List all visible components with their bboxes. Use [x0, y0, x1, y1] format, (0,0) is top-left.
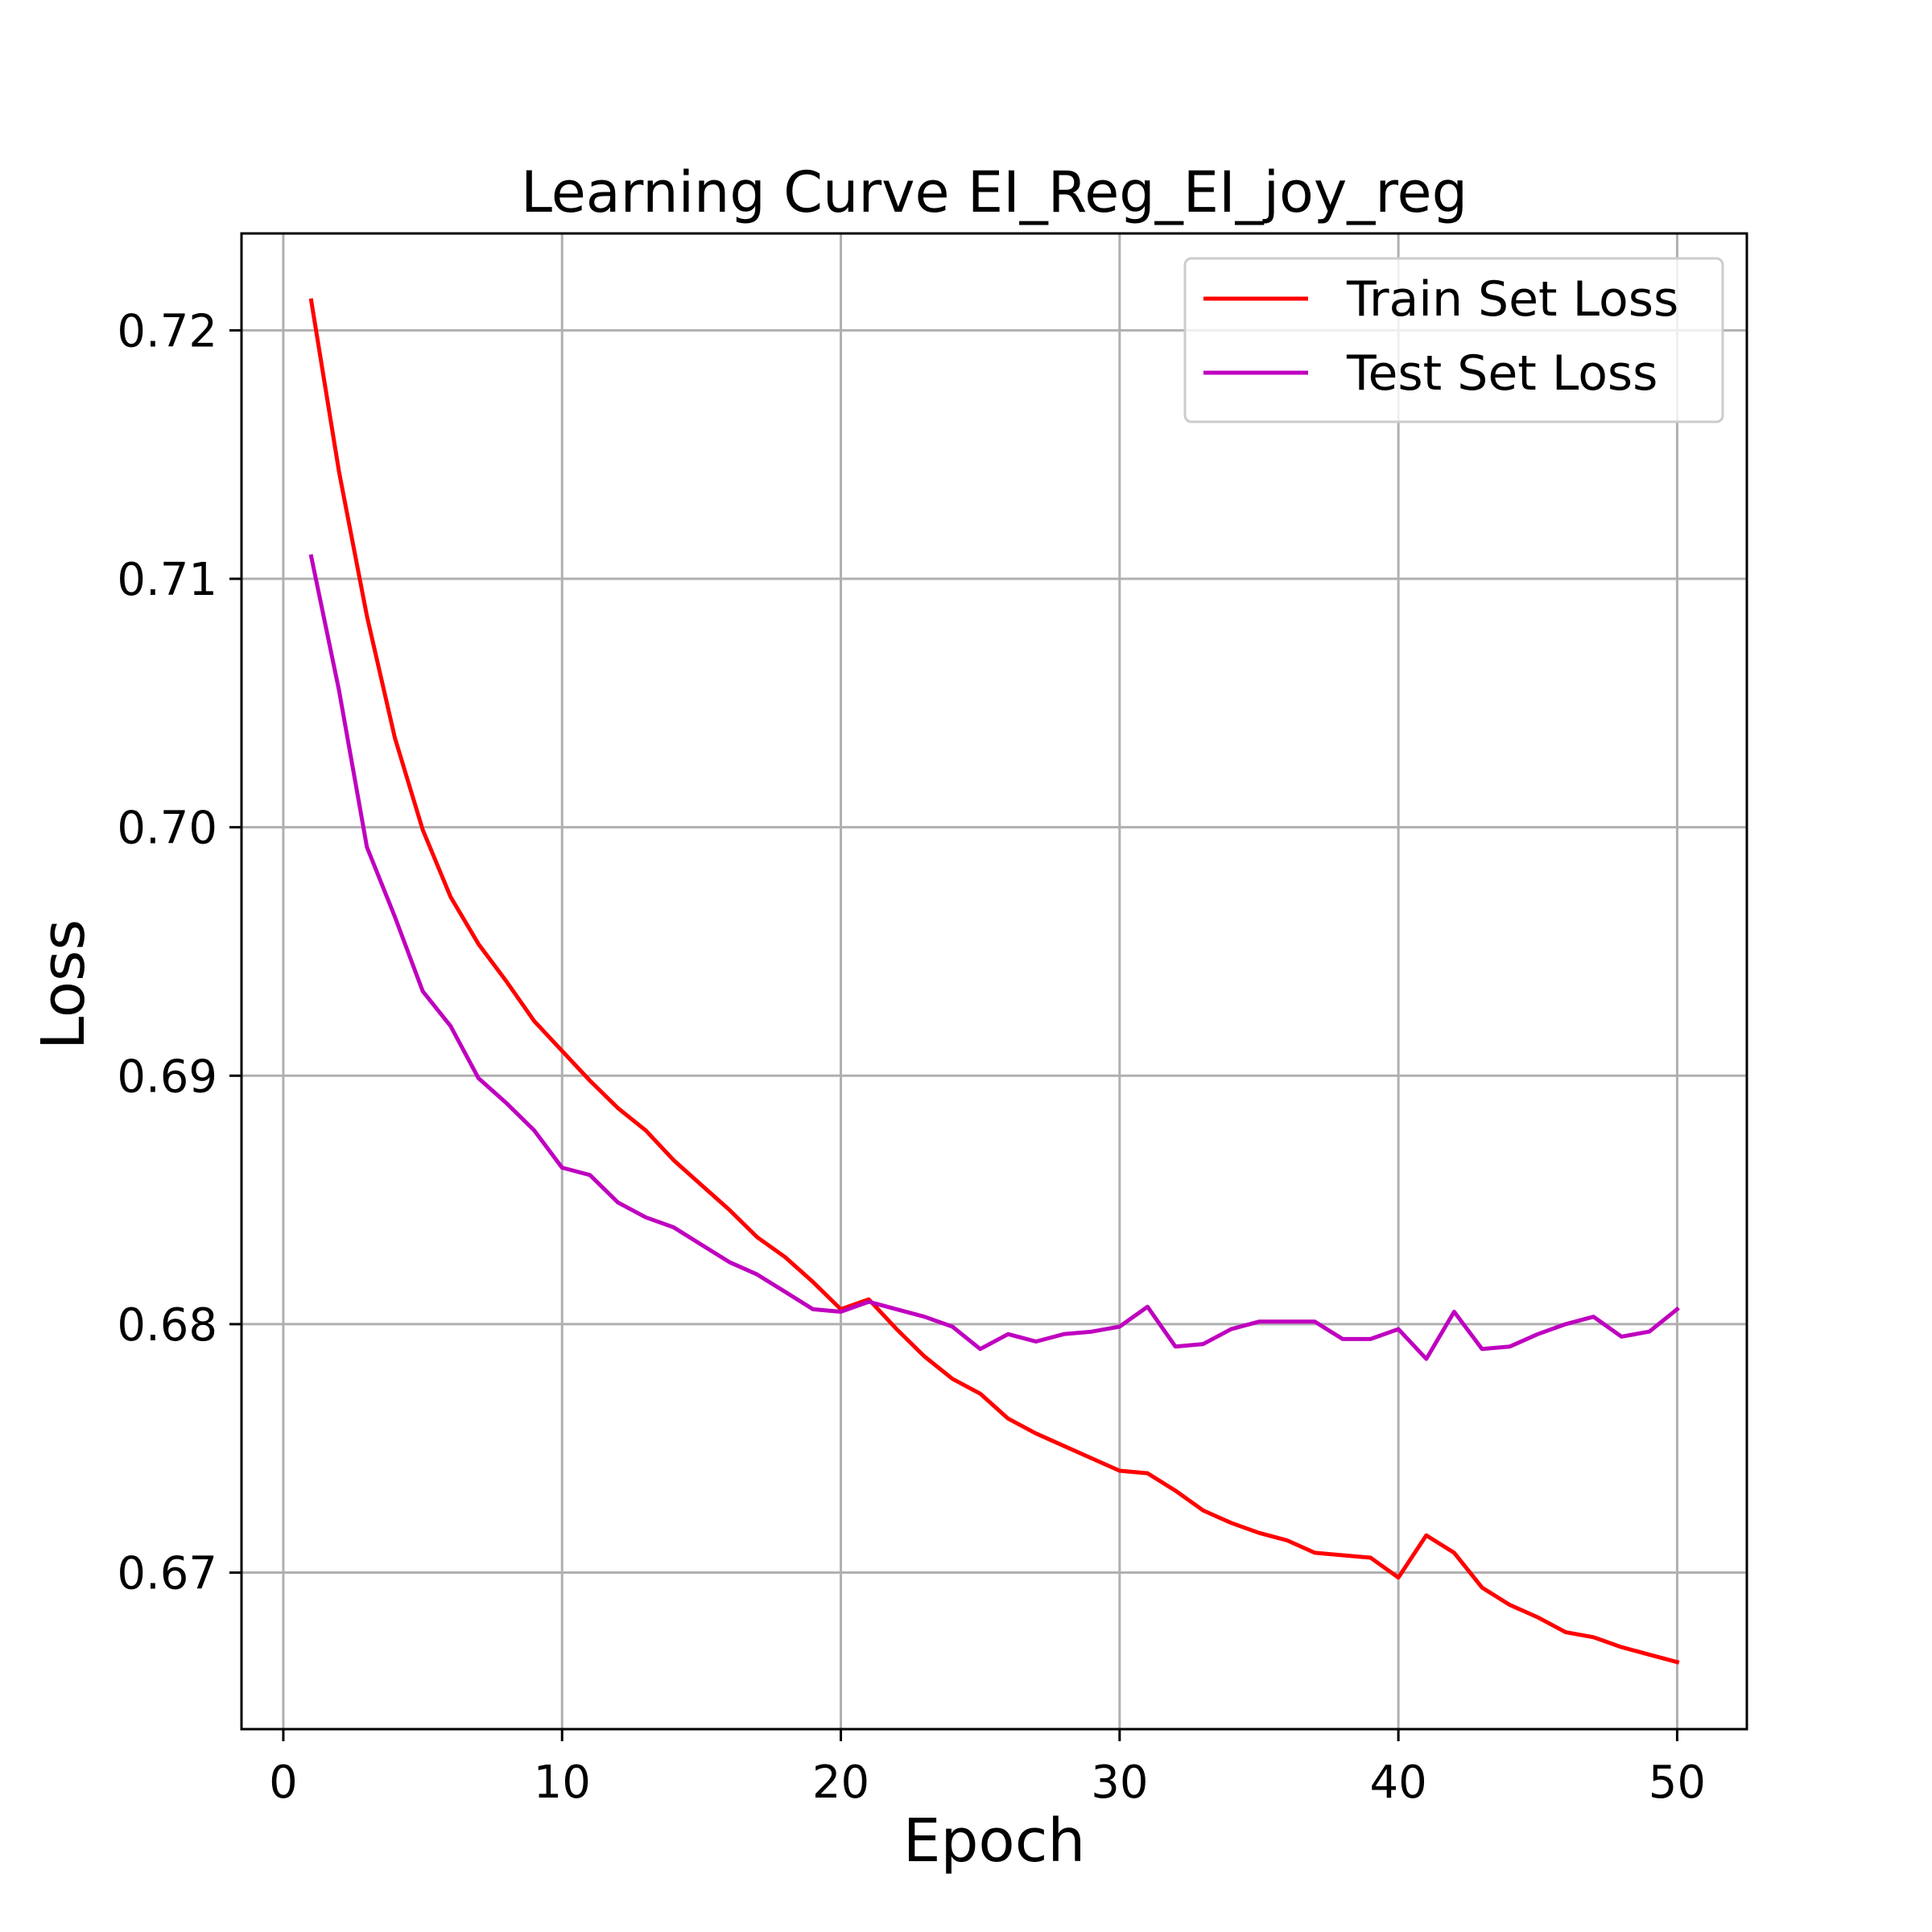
legend-label-test: Test Set Loss: [1346, 345, 1657, 402]
train-set-loss-line: [308, 298, 1680, 1665]
x-tick-label: 50: [1649, 1757, 1706, 1809]
plot-frame: [240, 232, 1748, 1731]
x-tick-label: 20: [812, 1757, 869, 1809]
y-tick-label: 0.70: [117, 803, 217, 855]
y-tick-label: 0.71: [117, 554, 217, 606]
legend: Train Set Loss Test Set Loss: [1183, 257, 1724, 423]
y-tick-label: 0.72: [117, 305, 217, 357]
x-axis-label: Epoch: [903, 1806, 1086, 1876]
x-tick-label: 0: [269, 1757, 298, 1809]
x-axis-ticks: 0 10 20 30 40 50: [269, 1729, 1706, 1809]
test-set-loss-line: [308, 554, 1680, 1361]
chart-title: Learning Curve EI_Reg_EI_joy_reg: [521, 159, 1468, 225]
x-tick-label: 30: [1091, 1757, 1148, 1809]
x-gridlines: [282, 233, 1678, 1729]
series-layer: [308, 298, 1680, 1665]
y-tick-label: 0.69: [117, 1051, 217, 1103]
y-axis-ticks: 0.67 0.68 0.69 0.70 0.71 0.72: [117, 305, 242, 1600]
y-axis-label: Loss: [29, 919, 98, 1050]
y-tick-label: 0.68: [117, 1299, 217, 1352]
legend-box: [1183, 257, 1724, 423]
x-tick-label: 40: [1369, 1757, 1426, 1809]
x-tick-label: 10: [534, 1757, 591, 1809]
legend-label-train: Train Set Loss: [1346, 271, 1678, 328]
y-tick-label: 0.67: [117, 1548, 217, 1600]
